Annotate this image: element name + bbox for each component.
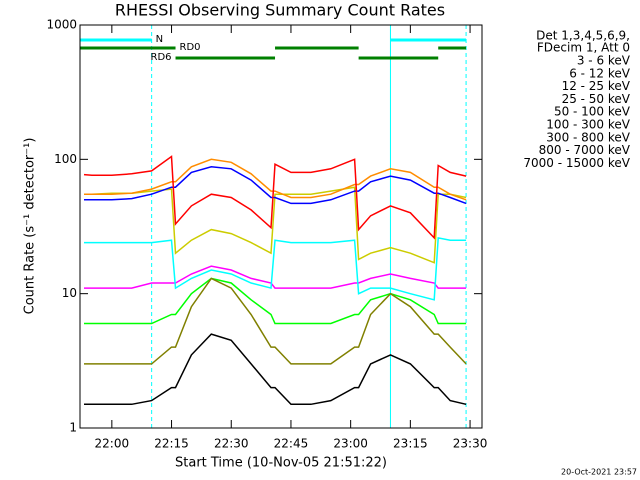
series-line [84,166,467,205]
legend-entry: 7000 - 15000 keV [523,156,630,170]
legend-entry: 25 - 50 keV [562,92,631,106]
legend-header: FDecim 1, Att 0 [537,41,630,55]
x-tick-label: 22:00 [95,437,130,451]
legend-entry: 12 - 25 keV [562,79,631,93]
series-line [84,277,467,325]
series-line [84,277,467,365]
y-tick-label: 10 [62,286,77,300]
x-tick-label: 22:45 [274,437,309,451]
legend-header: Det 1,3,4,5,6,9, [536,29,630,43]
footer: 20-Oct-2021 23:57 [561,468,637,477]
x-tick-label: 22:15 [154,437,189,451]
x-tick-label: 22:30 [214,437,249,451]
band-label: RD6 [151,52,172,63]
y-tick-label: 1000 [46,18,77,32]
y-tick-label: 100 [54,152,77,166]
chart-title: RHESSI Observing Summary Count Rates [115,1,445,20]
y-tick-label: 1 [69,421,77,435]
series-line [84,158,467,201]
legend-entry: 800 - 7000 keV [539,143,631,157]
series-line [84,265,467,289]
legend-entry: 3 - 6 keV [577,54,631,68]
series-line [84,333,467,406]
x-tick-label: 23:15 [393,437,428,451]
legend-entry: 100 - 300 keV [546,118,630,132]
x-axis-label: Start Time (10-Nov-05 21:51:22) [175,456,387,471]
legend-entry: 300 - 800 keV [546,130,630,144]
plot-frame [79,24,483,429]
band-label: RD0 [180,42,201,53]
series-line [84,237,467,301]
x-tick-label: 23:00 [333,437,368,451]
series-line [84,186,467,264]
x-tick-label: 23:30 [453,437,488,451]
y-axis-label: Count Rate (s⁻¹ detector⁻¹) [23,138,38,315]
band-label: N [156,34,163,45]
series-line [83,155,467,240]
legend-entry: 50 - 100 keV [554,105,631,119]
legend-entry: 6 - 12 keV [569,66,631,80]
